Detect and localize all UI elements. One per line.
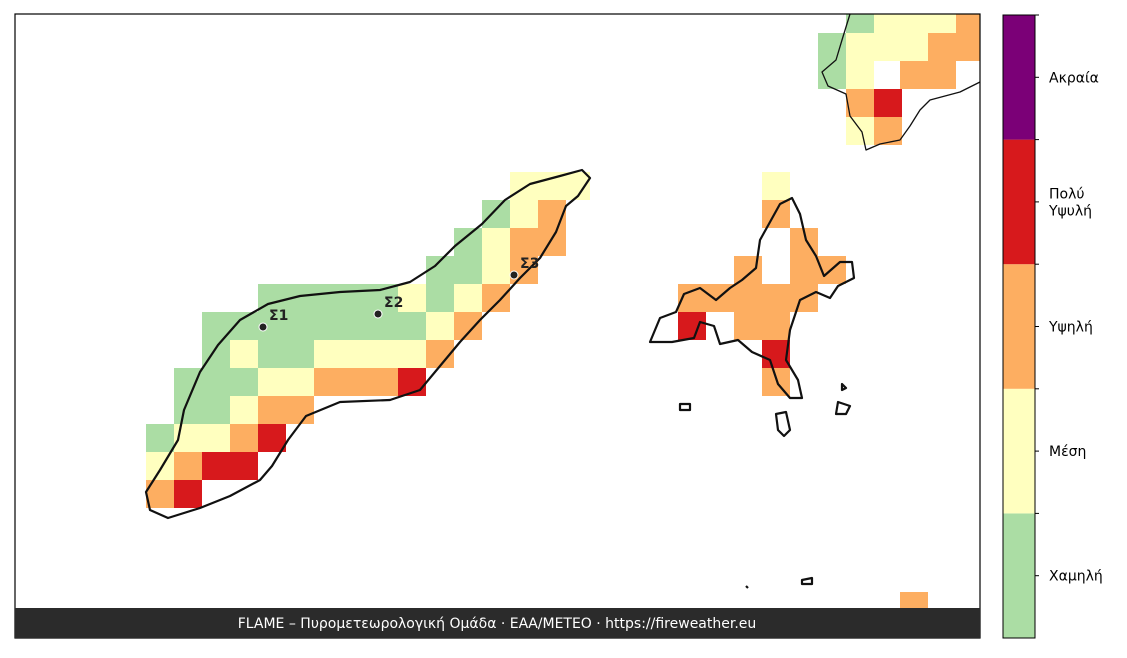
risk-cell xyxy=(454,256,482,284)
risk-cell xyxy=(818,61,846,89)
risk-cell xyxy=(174,368,202,396)
risk-cell xyxy=(370,368,398,396)
risk-cell xyxy=(342,368,370,396)
risk-cell xyxy=(342,340,370,368)
colorbar-frame xyxy=(1002,14,1036,639)
risk-cell xyxy=(202,396,230,424)
risk-cell xyxy=(734,312,762,340)
risk-cell xyxy=(874,14,956,33)
risk-cell xyxy=(314,284,342,312)
risk-cell xyxy=(398,368,426,396)
colorbar-segment xyxy=(1003,139,1035,265)
risk-cell xyxy=(762,284,790,312)
risk-cell xyxy=(370,340,398,368)
risk-cell xyxy=(846,89,874,117)
risk-cell xyxy=(146,424,174,452)
station-marker xyxy=(509,270,519,280)
colorbar-label: Χαμηλή xyxy=(1049,569,1103,585)
risk-cell xyxy=(286,340,314,368)
colorbar-segment xyxy=(1003,15,1035,140)
risk-cell xyxy=(900,61,956,89)
risk-cell xyxy=(846,33,928,61)
risk-cell xyxy=(762,340,790,368)
risk-cell xyxy=(230,340,258,368)
risk-cell xyxy=(482,284,510,312)
colorbar-label: Υψηλή xyxy=(1048,320,1093,336)
risk-cell xyxy=(174,452,202,480)
risk-cell xyxy=(510,200,538,228)
risk-cell xyxy=(202,424,230,452)
risk-cell xyxy=(202,452,230,480)
risk-cell xyxy=(202,368,230,396)
risk-cell xyxy=(762,172,790,200)
risk-cell xyxy=(258,340,286,368)
risk-cell xyxy=(846,14,874,33)
colorbar: Χαμηλή Μέση Υψηλή Πολύ Υψυλή Ακραία xyxy=(1002,14,1103,639)
station-marker xyxy=(258,322,268,332)
map-frame xyxy=(14,13,981,639)
risk-cell xyxy=(146,452,174,480)
risk-cell xyxy=(538,200,566,228)
station-label: Σ3 xyxy=(520,256,539,272)
risk-cell xyxy=(846,61,874,89)
colorbar-label: Μέση xyxy=(1049,444,1086,460)
risk-cell xyxy=(426,284,454,312)
risk-cell xyxy=(258,396,286,424)
risk-cell xyxy=(510,228,538,256)
footer-text: FLAME – Πυρομετεωρολογική Ομάδα · ΕΑΑ/ME… xyxy=(238,616,757,632)
risk-cell xyxy=(956,14,980,33)
colorbar-segment xyxy=(1003,264,1035,389)
risk-cell xyxy=(538,228,566,256)
risk-cell xyxy=(398,284,426,312)
risk-cell xyxy=(230,424,258,452)
risk-cell xyxy=(482,200,510,228)
risk-cell xyxy=(258,424,286,452)
risk-cell xyxy=(230,368,258,396)
risk-cell xyxy=(874,89,902,117)
risk-cell xyxy=(762,200,790,228)
risk-cell xyxy=(818,33,846,61)
risk-cell xyxy=(928,33,980,61)
risk-cell xyxy=(762,312,790,340)
risk-cell xyxy=(342,312,370,340)
risk-cell xyxy=(314,368,342,396)
risk-cell xyxy=(790,256,818,284)
colorbar-segment xyxy=(1003,513,1035,638)
colorbar-label: Ακραία xyxy=(1049,70,1099,86)
risk-cell xyxy=(734,284,762,312)
risk-cell xyxy=(258,368,286,396)
coastlines xyxy=(144,13,981,589)
risk-cell xyxy=(482,256,510,284)
colorbar-label: Πολύ Υψυλή xyxy=(1048,186,1092,219)
footer-bar xyxy=(15,608,980,638)
risk-cell xyxy=(482,228,510,256)
risk-cell xyxy=(678,312,706,340)
risk-cell xyxy=(174,480,202,508)
risk-cell xyxy=(900,592,928,608)
risk-cell xyxy=(426,312,454,340)
risk-cell xyxy=(398,312,426,340)
risk-cell xyxy=(230,396,258,424)
risk-cell xyxy=(454,312,482,340)
risk-cell xyxy=(286,368,314,396)
colorbar-segment xyxy=(1003,388,1035,514)
risk-cell xyxy=(846,117,874,145)
risk-cell xyxy=(510,172,538,200)
risk-cell xyxy=(286,312,314,340)
station-label: Σ1 xyxy=(269,308,288,324)
risk-cell xyxy=(398,340,426,368)
risk-cell xyxy=(342,284,370,312)
risk-cell xyxy=(454,284,482,312)
risk-grid xyxy=(146,14,980,608)
station-marker xyxy=(373,309,383,319)
risk-cell xyxy=(314,312,342,340)
risk-cell xyxy=(314,340,342,368)
station-label: Σ2 xyxy=(384,295,403,311)
stations: Σ1 Σ2 Σ3 xyxy=(258,256,539,332)
risk-cell xyxy=(230,452,258,480)
risk-cell xyxy=(286,396,314,424)
